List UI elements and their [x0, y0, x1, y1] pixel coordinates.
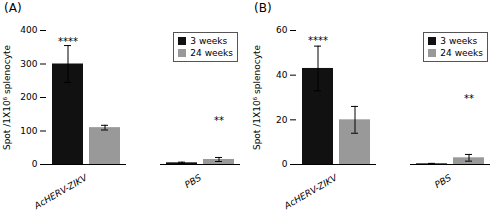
svg-text:40: 40 [276, 70, 288, 80]
svg-text:300: 300 [20, 59, 37, 69]
svg-text:****: **** [58, 36, 78, 47]
svg-text:0: 0 [32, 159, 38, 169]
html-text:24 weeks: 24 weeks [440, 48, 483, 58]
svg-text:200: 200 [20, 92, 37, 102]
html-text:3 weeks: 3 weeks [440, 36, 478, 46]
svg-text:**: ** [214, 115, 224, 126]
svg-text:20: 20 [276, 115, 288, 125]
svg-text:PBS: PBS [433, 172, 453, 189]
svg-text:Spot /1X10⁶ splenocyte: Spot /1X10⁶ splenocyte [2, 44, 12, 150]
svg-text:**: ** [464, 93, 474, 104]
html-text:(A): (A) [4, 1, 22, 15]
svg-text:PBS: PBS [183, 172, 203, 189]
svg-text:****: **** [308, 35, 328, 46]
svg-text:0: 0 [282, 159, 288, 169]
svg-text:400: 400 [20, 25, 37, 35]
html-text:(B): (B) [254, 1, 272, 15]
svg-text:AcHERV-ZIKV: AcHERV-ZIKV [32, 172, 90, 211]
html-text:24 weeks: 24 weeks [190, 48, 233, 58]
svg-text:60: 60 [276, 25, 288, 35]
svg-text:Spot /1X10⁶ splenocyte: Spot /1X10⁶ splenocyte [252, 44, 262, 150]
svg-text:AcHERV-ZIKV: AcHERV-ZIKV [282, 172, 340, 211]
html-text:3 weeks: 3 weeks [190, 36, 228, 46]
svg-text:100: 100 [20, 126, 37, 136]
